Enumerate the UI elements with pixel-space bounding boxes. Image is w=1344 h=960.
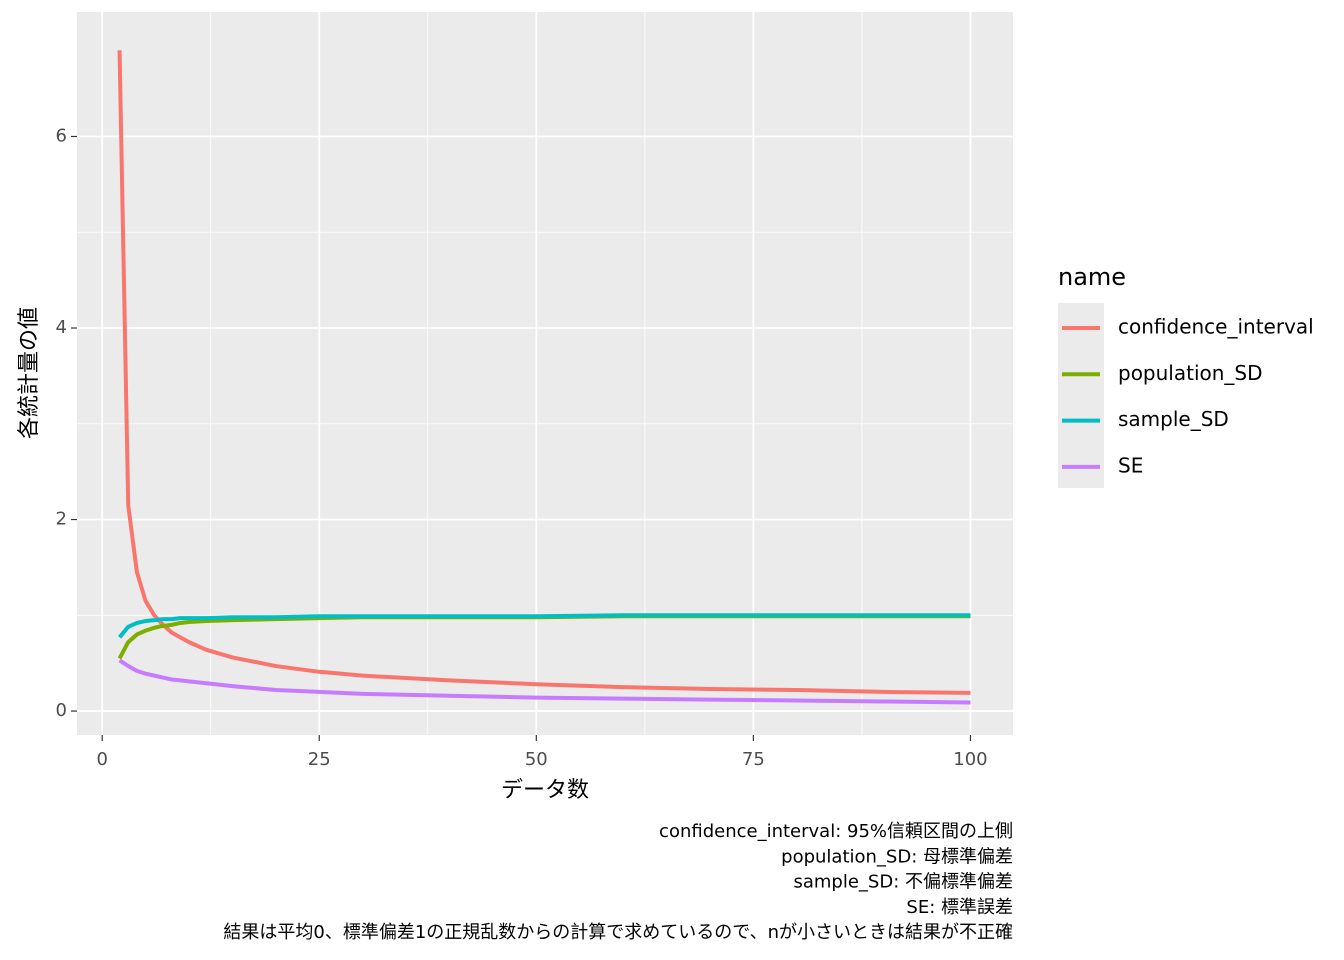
- caption-line: confidence_interval: 95%信頼区間の上側: [659, 821, 1013, 842]
- y-axis-title: 各統計量の値: [17, 307, 42, 439]
- x-tick-label: 25: [308, 749, 331, 770]
- x-tick-label: 75: [742, 749, 765, 770]
- y-tick-label: 6: [56, 125, 67, 146]
- x-tick-label: 0: [96, 749, 107, 770]
- legend-title: name: [1058, 263, 1126, 291]
- y-tick-label: 4: [56, 317, 67, 338]
- caption-line: sample_SD: 不偏標準偏差: [793, 872, 1013, 893]
- series-line: [118, 613, 971, 639]
- x-tick-label: 100: [953, 749, 987, 770]
- y-tick-label: 0: [56, 700, 67, 721]
- plot-panel: [77, 12, 1013, 735]
- caption-line: population_SD: 母標準偏差: [781, 846, 1013, 867]
- legend-label: SE: [1118, 453, 1143, 477]
- legend-label: confidence_interval: [1118, 315, 1314, 339]
- caption-line: 結果は平均0、標準偏差1の正規乱数からの計算で求めているので、nが小さいときは結…: [223, 922, 1013, 943]
- y-tick-label: 2: [56, 509, 67, 530]
- x-tick-label: 50: [525, 749, 548, 770]
- legend-label: sample_SD: [1118, 407, 1229, 431]
- series-line: [117, 50, 971, 695]
- caption-line: SE: 標準誤差: [906, 897, 1013, 918]
- legend-label: population_SD: [1118, 361, 1263, 385]
- series-line: [118, 658, 971, 705]
- legend-key-bg: [1058, 303, 1104, 488]
- x-axis-title: データ数: [501, 778, 589, 803]
